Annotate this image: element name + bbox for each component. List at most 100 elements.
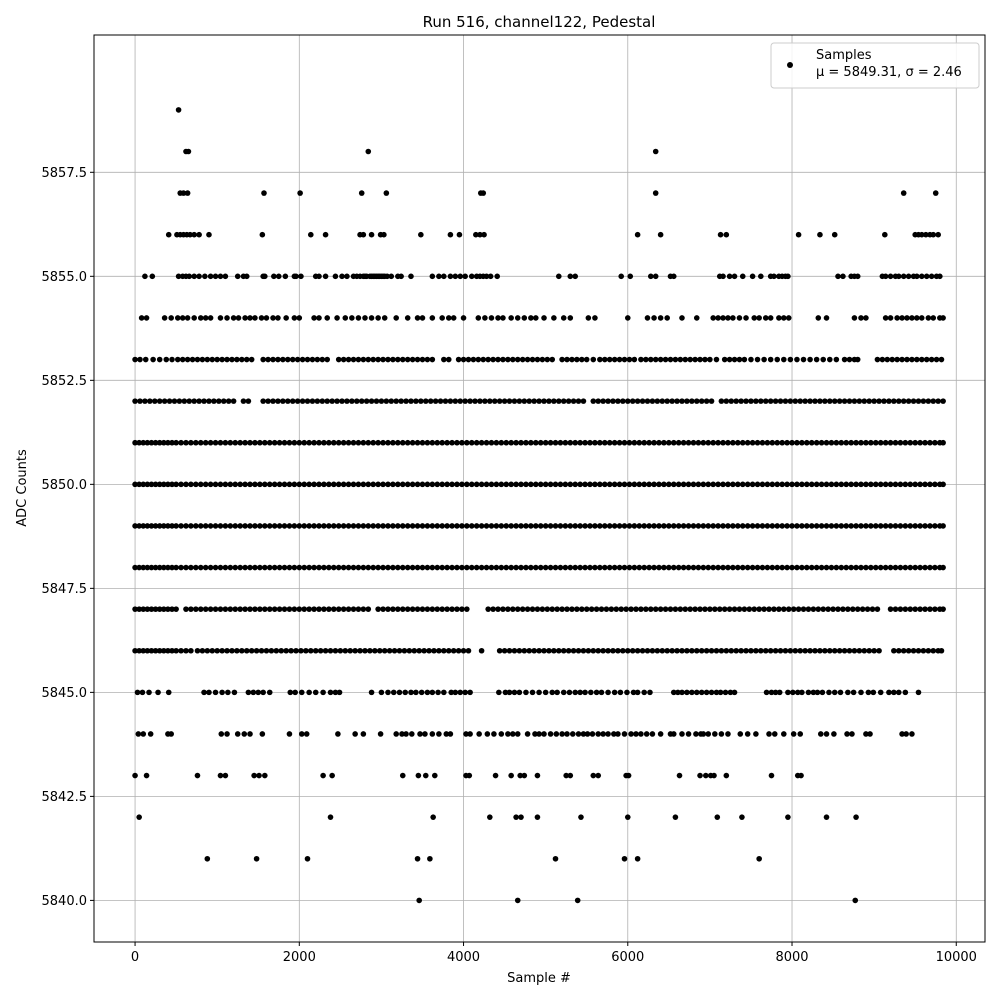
data-point [212, 439, 219, 446]
data-point [812, 647, 818, 654]
data-point [659, 398, 666, 404]
data-point [390, 606, 396, 612]
data-point [799, 689, 805, 696]
data-point [242, 606, 248, 612]
data-point [823, 523, 830, 529]
data-point [132, 647, 138, 654]
data-point [626, 564, 633, 571]
data-point [623, 606, 629, 612]
data-point [255, 689, 262, 696]
data-point [794, 523, 800, 529]
data-point [754, 564, 761, 571]
data-point [403, 731, 409, 737]
data-point [222, 439, 229, 446]
data-point [247, 523, 253, 529]
data-point [206, 689, 212, 696]
data-point [529, 606, 536, 612]
data-point [194, 356, 201, 363]
data-point [670, 439, 677, 446]
data-point [454, 481, 460, 488]
x-tick-label: 2000 [283, 950, 316, 965]
data-point [243, 647, 250, 654]
data-point [601, 356, 608, 363]
data-point [259, 731, 266, 737]
data-point [630, 689, 637, 696]
data-point [404, 315, 411, 321]
data-point [148, 606, 155, 612]
data-point [861, 647, 868, 654]
data-point [546, 398, 552, 404]
data-point [567, 273, 574, 280]
data-point [355, 315, 362, 321]
data-point [768, 689, 775, 696]
data-point [848, 481, 854, 488]
data-point [560, 398, 567, 404]
data-point [547, 564, 554, 571]
data-point [815, 606, 822, 612]
data-point [764, 481, 771, 488]
data-point [252, 564, 258, 571]
data-point [342, 647, 349, 654]
data-point [429, 523, 436, 529]
data-point [848, 564, 854, 571]
data-point [473, 564, 480, 571]
data-point [925, 315, 932, 321]
data-point [505, 606, 511, 612]
data-point [526, 398, 533, 404]
data-point [132, 606, 138, 612]
data-point [447, 231, 454, 238]
data-point [508, 481, 514, 488]
data-point [731, 689, 738, 696]
data-point [169, 439, 175, 446]
data-point [395, 564, 401, 571]
data-point [427, 398, 434, 404]
data-point [514, 356, 521, 363]
data-point [646, 481, 652, 488]
data-point [429, 356, 436, 363]
data-point [265, 356, 271, 363]
data-point [799, 523, 805, 529]
data-point [927, 481, 933, 488]
data-point [826, 356, 833, 363]
data-point [605, 398, 611, 404]
data-point [781, 606, 787, 612]
data-point [606, 523, 613, 529]
data-point [134, 689, 141, 696]
data-point [140, 606, 147, 612]
data-point [549, 606, 556, 612]
data-point [748, 647, 754, 654]
data-point [301, 606, 308, 612]
data-point [184, 190, 191, 196]
data-point [276, 523, 283, 529]
data-point [592, 523, 598, 529]
data-point [385, 523, 391, 529]
data-point [700, 523, 707, 529]
data-point [782, 398, 789, 404]
data-point [897, 481, 904, 488]
data-point [296, 315, 303, 321]
data-point [825, 606, 831, 612]
data-point [175, 107, 182, 113]
data-point [774, 481, 781, 488]
data-point [853, 564, 859, 571]
data-point [340, 523, 347, 529]
data-point [912, 606, 918, 612]
data-point [739, 273, 746, 280]
data-point [335, 731, 341, 737]
data-point [266, 439, 273, 446]
data-point [634, 231, 641, 238]
data-point [845, 606, 851, 612]
data-point [143, 315, 150, 321]
x-tick-label: 0 [131, 950, 139, 965]
data-point [402, 689, 409, 696]
data-point [529, 689, 536, 696]
data-point [697, 356, 703, 363]
data-point [624, 315, 631, 321]
data-point [353, 398, 360, 404]
data-point [358, 190, 365, 196]
data-point [572, 564, 579, 571]
data-point [925, 398, 932, 404]
data-point [184, 315, 191, 321]
data-point [232, 606, 239, 612]
data-point [818, 523, 825, 529]
